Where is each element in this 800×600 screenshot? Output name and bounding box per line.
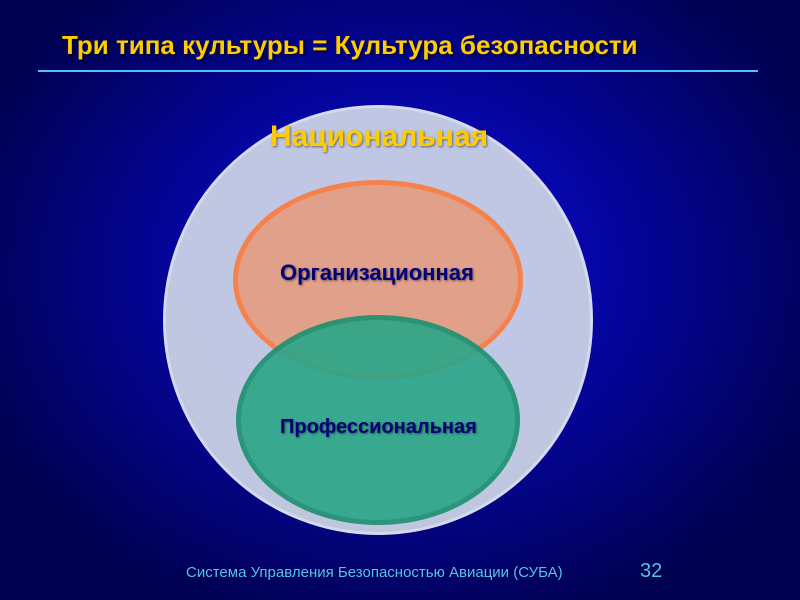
professional-label: Профессиональная: [280, 416, 477, 439]
footer-text: Система Управления Безопасностью Авиации…: [186, 564, 563, 581]
page-number: 32: [640, 560, 662, 583]
organizational-label: Организационная: [280, 260, 474, 286]
national-label: Национальная: [270, 120, 488, 154]
slide-title: Три типа культуры = Культура безопасност…: [62, 30, 638, 61]
title-underline: [38, 70, 758, 72]
slide: Три типа культуры = Культура безопасност…: [0, 0, 800, 600]
